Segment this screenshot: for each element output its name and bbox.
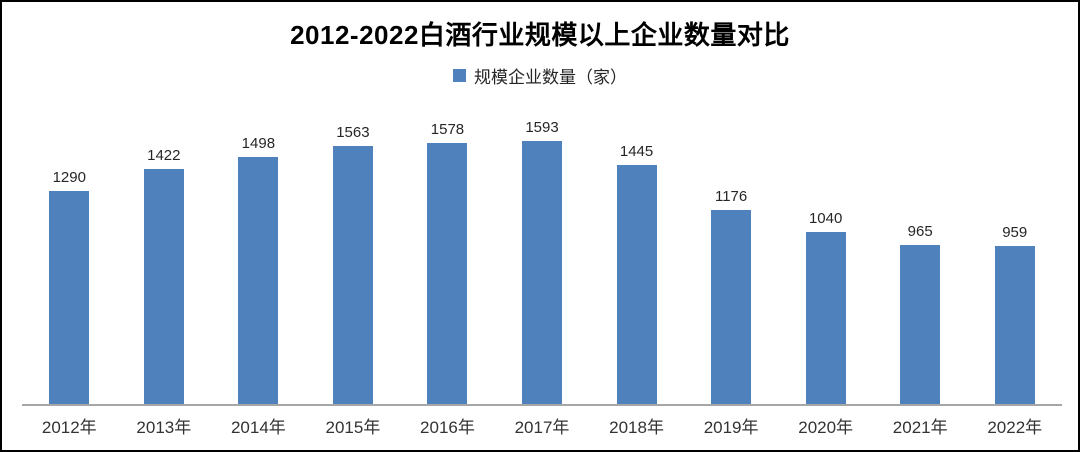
bar-value-label: 1290	[52, 169, 86, 186]
bar	[49, 191, 90, 404]
bar-chart: 1290 1422 1498 1563 1578 1593 1445 1176 1040 965 9…	[22, 102, 1062, 448]
legend-label: 规模企业数量（家）	[474, 68, 627, 87]
bar	[238, 157, 279, 404]
bar-value-label: 965	[907, 223, 933, 240]
bar-column: 1578	[400, 102, 495, 404]
legend: 规模企业数量（家）	[2, 63, 1078, 88]
bar-value-label: 1563	[336, 124, 370, 141]
x-axis-tick-label: 2014年	[230, 418, 286, 437]
x-axis-tick-label: 2022年	[987, 418, 1043, 437]
legend-swatch-icon	[453, 69, 466, 82]
x-axis-tick-label: 2021年	[892, 418, 948, 437]
bar	[332, 146, 373, 404]
x-axis-tick-label: 2015年	[325, 418, 381, 437]
bar-value-label: 1578	[430, 121, 465, 138]
bar-column: 1040	[778, 102, 873, 404]
bar-column: 1290	[22, 102, 117, 404]
bar	[522, 141, 562, 404]
bar	[427, 143, 468, 404]
x-axis-tick-label: 2017年	[514, 418, 570, 437]
bar-value-label: 1593	[525, 119, 559, 136]
bar	[805, 232, 846, 404]
x-axis-tick-label: 2016年	[420, 418, 475, 437]
bar-value-label: 1176	[714, 188, 748, 205]
bar	[900, 245, 941, 404]
x-axis-labels: 2012年 2013年 2014年 2015年 2016年 2017年 2018年 2019年…	[22, 413, 1062, 438]
bar	[994, 246, 1035, 404]
bar-value-label: 959	[1002, 224, 1028, 241]
bar	[143, 169, 184, 404]
x-axis-tick-label: 2019年	[703, 418, 759, 437]
plot-area: 1290 1422 1498 1563 1578 1593 1445 1176 1040 965 9…	[22, 102, 1062, 406]
x-axis-tick-label: 2012年	[41, 418, 97, 437]
bar-column: 1498	[211, 102, 306, 404]
bar-column: 1445	[589, 102, 684, 404]
bar-column: 1563	[306, 102, 401, 404]
bar	[711, 210, 752, 404]
bar-column: 1422	[117, 102, 212, 404]
bar-column: 1593	[495, 102, 590, 404]
bar-column: 965	[873, 102, 968, 404]
bar-value-label: 1498	[241, 135, 276, 152]
bar-column: 1176	[684, 102, 779, 404]
x-axis-tick-label: 2013年	[136, 418, 192, 437]
bar-value-label: 1445	[619, 143, 654, 160]
bar-value-label: 1040	[808, 210, 843, 227]
chart-title: 2012-2022白酒行业规模以上企业数量对比	[290, 20, 790, 50]
bar	[616, 165, 657, 404]
bar-column: 959	[967, 102, 1062, 404]
x-axis-tick-label: 2020年	[798, 418, 854, 437]
x-axis-tick-label: 2018年	[609, 418, 664, 437]
bar-value-label: 1422	[147, 147, 181, 164]
